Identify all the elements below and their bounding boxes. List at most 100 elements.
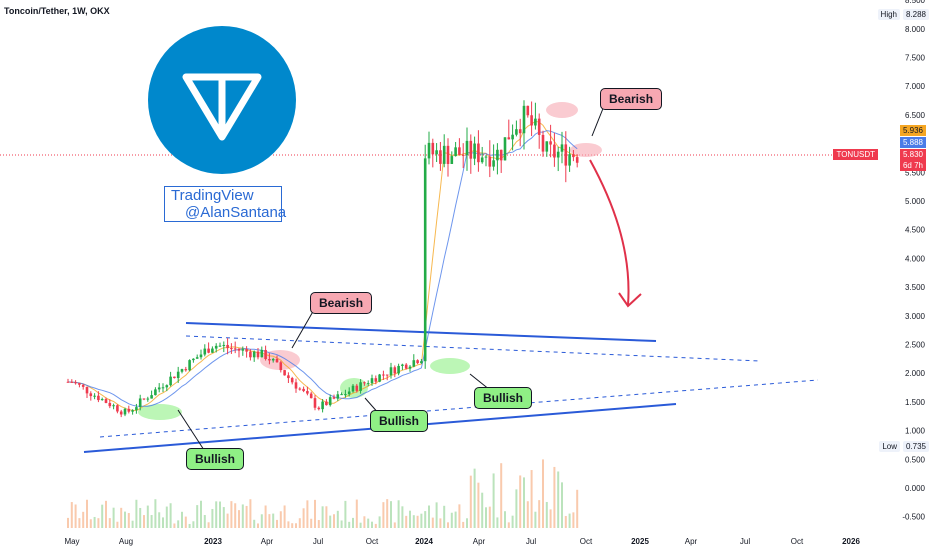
bar-countdown: 6d 7h	[899, 160, 926, 171]
callout-pointer-1	[177, 409, 205, 451]
low-value: 0.735	[902, 441, 929, 452]
candle-body	[260, 349, 264, 358]
candle-body	[256, 351, 260, 358]
candle-body	[431, 142, 435, 155]
volume-bar	[382, 502, 385, 528]
y-tick-label: 5.000	[905, 197, 926, 206]
volume-bar	[207, 522, 210, 528]
candle-body	[366, 383, 370, 385]
volume-bar	[538, 500, 541, 528]
volume-bar	[397, 500, 400, 528]
candle-body	[454, 147, 457, 157]
candle-body	[484, 156, 488, 158]
y-tick-label: 8.000	[905, 25, 926, 34]
volume-bar	[158, 512, 161, 528]
volume-bar	[363, 516, 366, 528]
candle-body	[469, 140, 473, 159]
volume-bar	[553, 466, 556, 528]
candle-body	[230, 348, 233, 350]
volume-bar	[200, 500, 202, 528]
callout-pointer-5	[591, 105, 605, 137]
candle-body	[412, 360, 416, 367]
volume-bar	[321, 506, 324, 528]
volume-bar	[203, 515, 206, 528]
volume-bar	[526, 501, 529, 528]
volume-bar	[93, 516, 96, 528]
volume-bar	[241, 504, 244, 528]
candle-body	[374, 378, 378, 382]
candle-body	[560, 144, 564, 152]
volume-bar	[314, 499, 316, 528]
lower-dashed-line	[99, 379, 819, 438]
volume-bar	[344, 500, 347, 528]
volume-bar	[238, 510, 240, 528]
volume-bar	[477, 482, 480, 528]
volume-bar	[511, 515, 514, 528]
candle-body	[89, 393, 93, 397]
candle-body	[78, 383, 81, 385]
x-tick-label: Apr	[473, 537, 486, 546]
x-tick-label: 2023	[204, 537, 222, 546]
candle-body	[541, 134, 545, 152]
candle-body	[150, 395, 153, 399]
candle-body	[290, 378, 294, 383]
candle-body	[146, 398, 150, 400]
candle-body	[336, 394, 340, 399]
volume-bar	[450, 512, 453, 528]
candle-body	[477, 143, 480, 163]
volume-bar	[485, 507, 487, 528]
volume-bar	[173, 523, 176, 528]
candle-body	[294, 382, 298, 389]
logo-circle	[148, 26, 296, 174]
volume-bar	[523, 477, 525, 528]
volume-bar	[272, 513, 275, 528]
volume-bar	[462, 521, 465, 528]
candle-body	[355, 385, 359, 391]
volume-bar	[74, 504, 77, 528]
candle-body	[321, 401, 324, 410]
volume-bar	[348, 521, 351, 528]
volume-bar	[431, 517, 434, 528]
volume-bars	[67, 459, 579, 528]
candle-body	[503, 137, 507, 161]
candle-body	[420, 361, 423, 364]
volume-bar	[230, 501, 233, 528]
volume-bar	[112, 507, 115, 528]
volume-bar	[401, 506, 404, 528]
candle-body	[241, 349, 245, 351]
candle-body	[100, 399, 104, 401]
candle-body	[325, 401, 328, 406]
candle-body	[408, 366, 412, 369]
time-axis: May Aug 2023 Apr Jul Oct 2024 Apr Jul Oct 2025 Apr J…	[64, 537, 860, 546]
y-tick-label: 4.000	[905, 254, 926, 263]
candle-body	[283, 370, 286, 376]
candle-body	[173, 376, 176, 379]
volume-bar	[105, 500, 107, 528]
volume-bar	[97, 518, 100, 528]
candle-body	[131, 410, 134, 412]
candle-body	[507, 137, 511, 140]
red-highlight-3	[570, 143, 602, 157]
candle-body	[378, 374, 381, 382]
candle-body	[268, 359, 271, 361]
y-tick-label: 0.000	[905, 484, 926, 493]
volume-bar	[458, 504, 461, 528]
volume-bar	[504, 511, 506, 528]
volume-bar	[257, 523, 259, 528]
candle-body	[496, 149, 499, 161]
volume-bar	[139, 507, 142, 528]
candle-body	[363, 382, 366, 384]
volume-bar	[496, 517, 499, 528]
volume-bar	[124, 511, 126, 528]
candle-body	[442, 145, 446, 164]
volume-bar	[412, 515, 415, 528]
candle-body	[534, 118, 537, 126]
candle-body	[138, 398, 142, 408]
down-arrow	[589, 159, 630, 306]
volume-bar	[500, 463, 503, 528]
volume-bar	[405, 515, 408, 528]
green-highlight-3	[430, 358, 470, 374]
candle-body	[575, 157, 579, 163]
candle-body	[142, 398, 146, 400]
